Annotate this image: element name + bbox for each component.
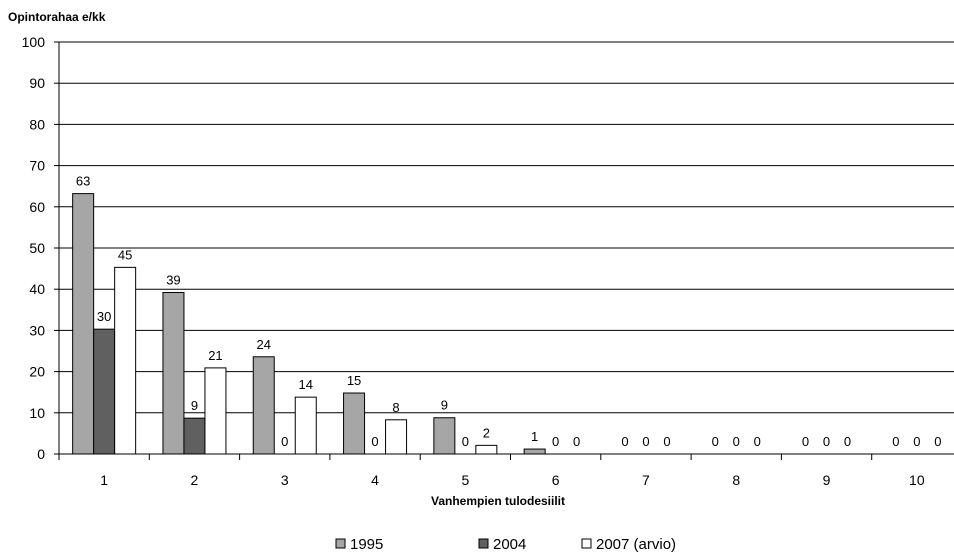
bar-1995-cat-6 [523, 448, 546, 455]
data-label: 9 [441, 398, 448, 413]
data-label: 45 [118, 247, 132, 262]
data-label: 63 [76, 174, 90, 189]
data-label: 30 [97, 309, 111, 324]
y-axis-title: Opintorahaa e/kk [8, 10, 106, 24]
x-tick-label: 2 [191, 472, 199, 488]
bar-1995-cat-4 [343, 392, 366, 455]
data-label: 0 [663, 434, 670, 449]
x-axis-title: Vanhempien tulodesiilit [431, 494, 565, 508]
bars [72, 193, 546, 455]
data-label: 14 [299, 377, 313, 392]
x-tick-label: 1 [100, 472, 108, 488]
data-label: 0 [462, 434, 469, 449]
data-label: 0 [642, 434, 649, 449]
data-label: 0 [621, 434, 628, 449]
data-label: 1 [531, 429, 538, 444]
data-label: 0 [802, 434, 809, 449]
legend-swatch [581, 538, 592, 549]
data-label: 0 [754, 434, 761, 449]
bar-2007-arvio-cat-2 [204, 367, 227, 455]
data-label: 8 [392, 400, 399, 415]
x-tick-label: 3 [281, 472, 289, 488]
x-tick-label: 7 [642, 472, 650, 488]
bar-1995-cat-2 [162, 291, 185, 455]
legend-swatch [335, 538, 346, 549]
bar-2007-arvio-cat-3 [294, 396, 317, 455]
y-tick-label: 100 [22, 34, 46, 50]
data-label: 0 [712, 434, 719, 449]
y-tick-label: 90 [29, 75, 45, 91]
legend: 1995 2004 2007 (arvio) [335, 536, 676, 553]
data-label: 24 [257, 337, 271, 352]
x-tick-label: 8 [732, 472, 740, 488]
data-label: 0 [844, 434, 851, 449]
y-tick-label: 40 [29, 281, 45, 297]
x-tick-label: 6 [552, 472, 560, 488]
data-label: 0 [733, 434, 740, 449]
bar-1995-cat-3 [252, 356, 275, 455]
y-tick-label: 0 [37, 446, 45, 462]
bar-2007-arvio-cat-4 [385, 419, 408, 455]
data-label: 0 [552, 434, 559, 449]
legend-label: 2004 [493, 536, 526, 553]
legend-label: 2007 (arvio) [596, 536, 676, 553]
y-tick-label: 80 [29, 116, 45, 132]
x-tick-label: 10 [909, 472, 925, 488]
data-label: 0 [573, 434, 580, 449]
data-label: 0 [934, 434, 941, 449]
bar-1995-cat-1 [72, 193, 95, 455]
legend-swatch [478, 538, 489, 549]
bar-2007-arvio-cat-1 [114, 266, 137, 455]
y-tick-label: 50 [29, 240, 45, 256]
bar-2004-cat-2 [183, 417, 206, 455]
y-tick-label: 30 [29, 322, 45, 338]
data-label: 9 [191, 398, 198, 413]
data-label: 21 [208, 348, 222, 363]
gridlines [59, 41, 954, 414]
y-tick-label: 20 [29, 364, 45, 380]
legend-label: 1995 [350, 536, 383, 553]
data-label: 0 [913, 434, 920, 449]
data-label: 39 [166, 272, 180, 287]
data-label: 2 [483, 425, 490, 440]
bar-2007-arvio-cat-5 [475, 444, 498, 455]
x-tick-label: 9 [823, 472, 831, 488]
y-tick-label: 10 [29, 405, 45, 421]
data-label: 15 [347, 373, 361, 388]
bar-2004-cat-1 [93, 328, 116, 455]
data-label: 0 [371, 434, 378, 449]
data-label: 0 [892, 434, 899, 449]
y-tick-label: 70 [29, 158, 45, 174]
bar-1995-cat-5 [433, 417, 456, 455]
x-tick-label: 5 [461, 472, 469, 488]
data-label: 0 [823, 434, 830, 449]
x-tick-label: 4 [371, 472, 379, 488]
data-label: 0 [281, 434, 288, 449]
y-tick-label: 60 [29, 199, 45, 215]
